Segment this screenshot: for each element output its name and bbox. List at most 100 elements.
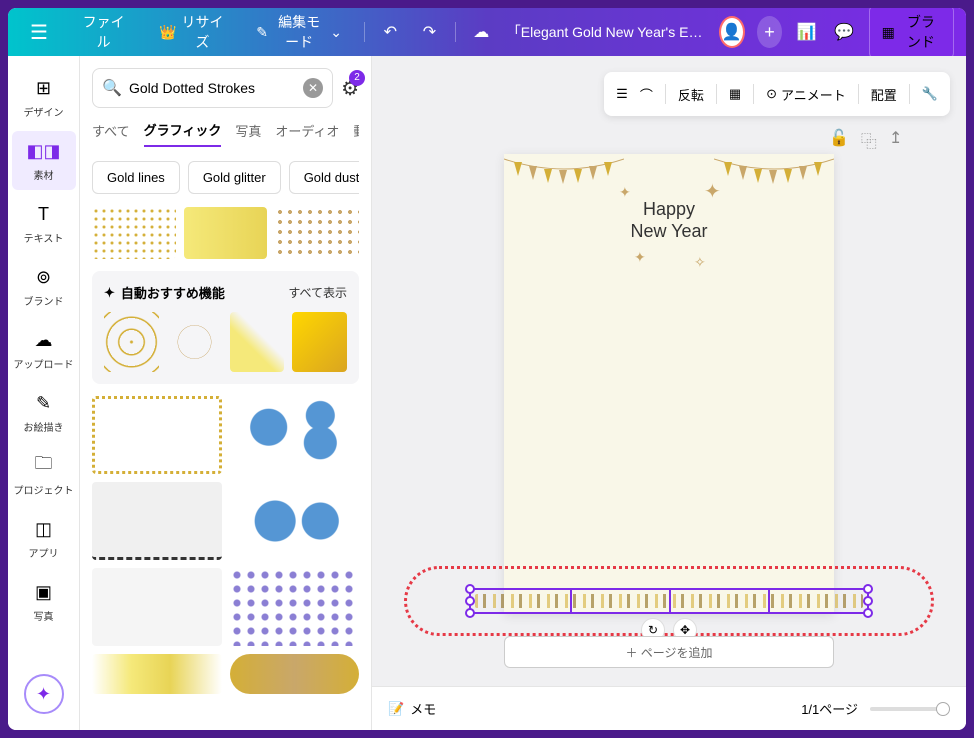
result-item[interactable] <box>230 482 360 560</box>
list-icon[interactable]: ☰ <box>616 86 628 102</box>
nav-upload[interactable]: ☁アップロード <box>12 320 76 379</box>
nav-draw[interactable]: ✎お絵描き <box>12 383 76 442</box>
result-item[interactable] <box>92 396 222 474</box>
transparency-icon[interactable]: ▦ <box>729 86 741 102</box>
search-input[interactable] <box>92 68 333 108</box>
user-avatar[interactable]: 👤 <box>719 16 745 48</box>
text-icon: T <box>32 202 56 226</box>
search-row: 🔍 ✕ ⚙2 <box>92 68 359 108</box>
resize-handle-tl[interactable] <box>465 584 475 594</box>
document-title[interactable]: 「Elegant Gold New Year's Eve」で… <box>507 22 707 42</box>
result-item[interactable] <box>230 654 360 694</box>
greeting-text[interactable]: HappyNew Year <box>630 199 707 242</box>
canvas-page[interactable]: ✦ ✦ HappyNew Year ✦ ✧ <box>504 154 834 614</box>
nav-apps[interactable]: ◫アプリ <box>12 509 76 568</box>
search-icon: 🔍 <box>102 78 122 98</box>
apps-icon: ◫ <box>32 517 56 541</box>
design-icon: ⊞ <box>32 76 56 100</box>
undo-button[interactable]: ↶ <box>377 16 404 48</box>
nav-photos[interactable]: ▣写真 <box>12 572 76 631</box>
bunting-left <box>504 154 624 224</box>
separator <box>858 84 859 104</box>
separator <box>364 22 365 42</box>
redo-button[interactable]: ↷ <box>416 16 443 48</box>
main-area: ⊞デザイン ◧◨素材 Tテキスト ⊚ブランド ☁アップロード ✎お絵描き 🗀プロ… <box>8 56 966 730</box>
zoom-thumb[interactable] <box>936 702 950 716</box>
result-item[interactable] <box>92 568 222 646</box>
clear-search-button[interactable]: ✕ <box>303 78 323 98</box>
filter-button[interactable]: ⚙2 <box>341 76 359 101</box>
resize-handle-tr[interactable] <box>863 584 873 594</box>
upload-page-icon[interactable]: ↥ <box>889 128 902 152</box>
tab-audio[interactable]: オーディオ <box>275 121 339 146</box>
elements-icon: ◧◨ <box>32 139 56 163</box>
analytics-icon[interactable]: 📊 <box>794 16 819 48</box>
duplicate-icon[interactable]: ⿻ <box>861 128 877 152</box>
nav-design[interactable]: ⊞デザイン <box>12 68 76 127</box>
tab-photos[interactable]: 写真 <box>235 121 261 146</box>
tab-all[interactable]: すべて <box>92 121 130 146</box>
result-item[interactable] <box>275 207 359 259</box>
reco-items <box>104 312 347 372</box>
search-box: 🔍 ✕ <box>92 68 333 108</box>
more-icon[interactable]: 🔧 <box>922 86 938 102</box>
resize-handle-mr[interactable] <box>863 596 873 606</box>
resize-button[interactable]: 👑 リサイズ <box>149 8 234 58</box>
draw-icon: ✎ <box>32 391 56 415</box>
animate-button[interactable]: ⊙ アニメート <box>766 85 846 104</box>
segment-divider <box>570 590 572 612</box>
edit-mode-button[interactable]: ✎ 編集モード ⌄ <box>246 8 352 58</box>
topbar: ☰ ファイル 👑 リサイズ ✎ 編集モード ⌄ ↶ ↷ ☁ 「Elegant G… <box>8 8 966 56</box>
share-add-button[interactable]: + <box>757 16 782 48</box>
notes-button[interactable]: 📝 メモ <box>388 699 436 718</box>
result-item[interactable] <box>92 207 176 259</box>
resize-label: リサイズ <box>181 12 225 52</box>
reco-item[interactable] <box>292 312 347 372</box>
result-item[interactable] <box>230 396 360 474</box>
zoom-slider[interactable] <box>870 707 950 711</box>
result-item[interactable] <box>92 654 222 694</box>
reco-item[interactable] <box>104 312 159 372</box>
reco-title: ✦ 自動おすすめ機能 <box>104 283 225 302</box>
nav-projects[interactable]: 🗀プロジェクト <box>12 446 76 505</box>
chip-gold-lines[interactable]: Gold lines <box>92 161 180 194</box>
comment-icon[interactable]: 💬 <box>831 16 856 48</box>
ai-assist-button[interactable]: ✦ <box>24 674 64 714</box>
selection-box[interactable]: ↻ ✥ <box>469 588 869 614</box>
position-button[interactable]: 配置 <box>871 85 897 104</box>
menu-button[interactable]: ☰ <box>20 14 58 51</box>
file-menu[interactable]: ファイル <box>70 8 137 58</box>
flip-button[interactable]: 反転 <box>678 85 704 104</box>
result-item[interactable] <box>230 568 360 646</box>
filter-badge: 2 <box>349 70 365 86</box>
bunting-right <box>714 154 834 224</box>
brand-button[interactable]: ▦ ブランド <box>869 8 954 59</box>
curve-icon[interactable]: ⌒ <box>640 85 653 104</box>
resize-handle-ml[interactable] <box>465 596 475 606</box>
separator <box>716 84 717 104</box>
footer-bar: 📝 メモ 1/1ページ <box>372 686 966 730</box>
reco-see-all[interactable]: すべて表示 <box>288 284 347 301</box>
lock-icon[interactable]: 🔓 <box>829 128 849 152</box>
reco-item[interactable] <box>230 312 285 372</box>
separator <box>753 84 754 104</box>
edit-mode-label: 編集モード <box>272 12 326 52</box>
add-page-button[interactable]: ＋ ページを追加 <box>504 636 834 668</box>
chip-gold-glitter[interactable]: Gold glitter <box>188 161 281 194</box>
topbar-right: 👤 + 📊 💬 ▦ ブランド <box>719 8 954 59</box>
tab-more[interactable]: 動 <box>353 121 359 146</box>
resize-handle-br[interactable] <box>863 608 873 618</box>
results-grid <box>92 396 359 694</box>
nav-brand[interactable]: ⊚ブランド <box>12 257 76 316</box>
result-item[interactable] <box>184 207 268 259</box>
reco-item[interactable] <box>167 312 222 372</box>
page-indicator: 1/1ページ <box>801 699 858 718</box>
chip-gold-dust[interactable]: Gold dust <box>289 161 359 194</box>
nav-text[interactable]: Tテキスト <box>12 194 76 253</box>
tab-graphics[interactable]: グラフィック <box>144 120 222 147</box>
photo-icon: ▣ <box>32 580 56 604</box>
cloud-sync-icon[interactable]: ☁ <box>468 16 495 48</box>
nav-elements[interactable]: ◧◨素材 <box>12 131 76 190</box>
resize-handle-bl[interactable] <box>465 608 475 618</box>
result-item[interactable] <box>92 482 222 560</box>
